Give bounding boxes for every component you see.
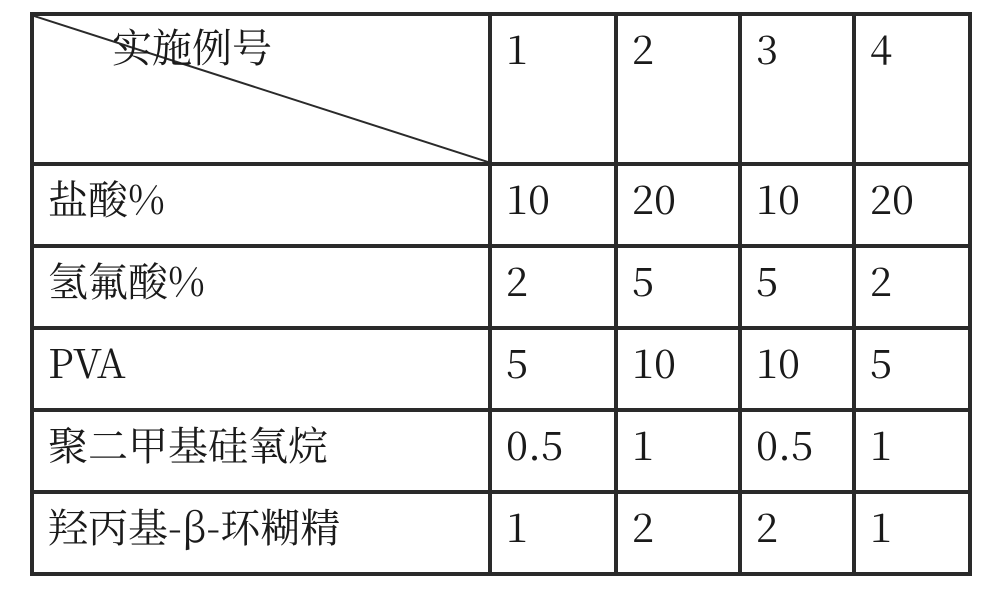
table-row: 氢氟酸% 2 5 5 2: [32, 246, 970, 328]
cell: 10: [740, 164, 854, 246]
data-table: 实施例号 1 2 3 4 盐酸% 10 20 10 20 氢氟酸% 2 5 5 …: [30, 12, 972, 576]
cell: 10: [740, 328, 854, 410]
header-row: 实施例号 1 2 3 4: [32, 14, 970, 164]
cell: 2: [616, 492, 740, 574]
table-row: PVA 5 10 10 5: [32, 328, 970, 410]
cell: 10: [616, 328, 740, 410]
cell: 5: [490, 328, 616, 410]
cell: 0.5: [740, 410, 854, 492]
page: 实施例号 1 2 3 4 盐酸% 10 20 10 20 氢氟酸% 2 5 5 …: [0, 0, 1000, 606]
col-header: 3: [740, 14, 854, 164]
cell: 0.5: [490, 410, 616, 492]
row-label: PVA: [32, 328, 490, 410]
row-label: 聚二甲基硅氧烷: [32, 410, 490, 492]
cell: 1: [854, 492, 970, 574]
header-label: 实施例号: [112, 22, 272, 70]
cell: 5: [616, 246, 740, 328]
row-label: 盐酸%: [32, 164, 490, 246]
cell: 2: [490, 246, 616, 328]
col-header: 2: [616, 14, 740, 164]
cell: 20: [616, 164, 740, 246]
table-row: 羟丙基-β-环糊精 1 2 2 1: [32, 492, 970, 574]
table-row: 聚二甲基硅氧烷 0.5 1 0.5 1: [32, 410, 970, 492]
cell: 1: [854, 410, 970, 492]
header-diagonal-cell: 实施例号: [32, 14, 490, 164]
row-label: 羟丙基-β-环糊精: [32, 492, 490, 574]
cell: 2: [740, 492, 854, 574]
cell: 20: [854, 164, 970, 246]
table-row: 盐酸% 10 20 10 20: [32, 164, 970, 246]
cell: 5: [854, 328, 970, 410]
cell: 1: [490, 492, 616, 574]
col-header: 4: [854, 14, 970, 164]
cell: 1: [616, 410, 740, 492]
row-label: 氢氟酸%: [32, 246, 490, 328]
col-header: 1: [490, 14, 616, 164]
cell: 2: [854, 246, 970, 328]
cell: 5: [740, 246, 854, 328]
cell: 10: [490, 164, 616, 246]
